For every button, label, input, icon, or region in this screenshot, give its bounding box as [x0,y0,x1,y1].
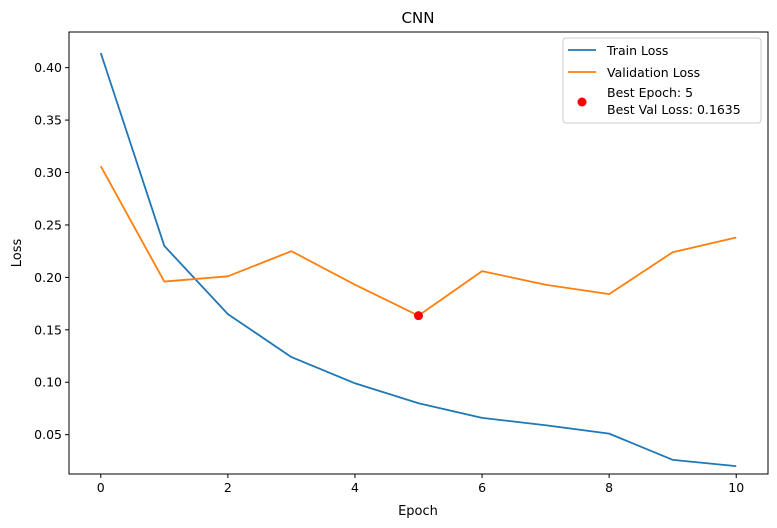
series-line-train-loss [99,52,737,468]
legend-box [562,37,762,124]
y-tick-label: 0.20 [34,270,62,285]
y-tick-label: 0.25 [34,217,62,232]
y-tick-label: 0.40 [34,60,62,75]
y-axis-label: Loss [10,239,25,268]
x-axis-label: Epoch [398,504,438,519]
legend-label-best-val-loss: Best Val Loss: 0.1635 [607,102,741,117]
x-tick-label: 2 [224,480,232,495]
best-point-marker [414,311,423,321]
x-tick-label: 8 [605,480,613,495]
y-axis: 0.05 0.10 0.15 0.20 0.25 0.30 0.35 0.40 [34,60,69,442]
plot-frame [68,31,769,475]
x-tick-label: 6 [478,480,486,495]
y-tick-label: 0.30 [34,165,62,180]
chart-title: CNN [402,9,435,27]
x-tick-label: 10 [728,480,744,495]
legend-label-train-loss: Train Loss [606,43,668,58]
legend-swatch-best-point [577,97,587,107]
y-tick-label: 0.05 [34,427,62,442]
y-tick-label: 0.35 [34,113,62,128]
x-tick-label: 0 [97,480,105,495]
legend-label-best-epoch: Best Epoch: 5 [607,85,693,100]
y-tick-label: 0.10 [34,375,62,390]
x-tick-label: 4 [351,480,359,495]
legend: Train Loss Validation Loss Best Epoch: 5… [562,37,762,124]
x-axis: 0 2 4 6 8 10 [97,474,744,495]
best-point-group [414,311,423,321]
legend-label-validation-loss: Validation Loss [607,65,700,80]
y-tick-label: 0.15 [34,322,62,337]
